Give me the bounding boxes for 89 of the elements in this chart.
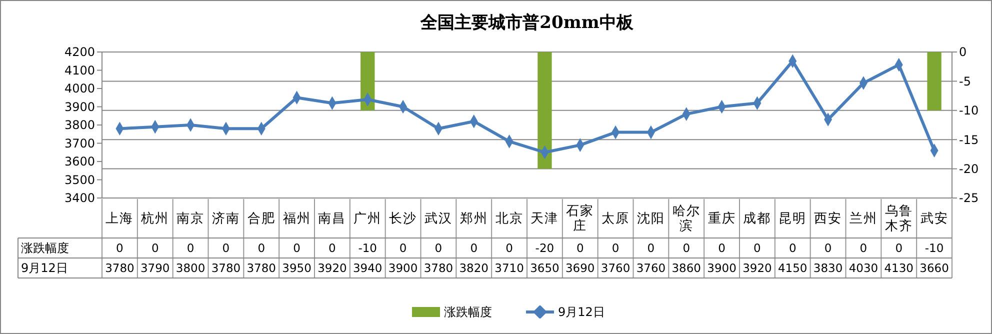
data-label: -20 xyxy=(535,241,554,256)
legend-label: 9月12日 xyxy=(558,305,605,320)
data-label: 0 xyxy=(116,241,124,256)
y-tick-label: 4200 xyxy=(64,45,95,60)
data-label: 4030 xyxy=(848,261,878,276)
x-tick-label: 广州 xyxy=(354,212,382,227)
data-label: 3780 xyxy=(246,261,276,276)
data-label: 3860 xyxy=(672,261,702,276)
y-tick-label: 3700 xyxy=(64,136,95,150)
y2-tick-label: -25 xyxy=(959,191,979,206)
y-tick-label: 3800 xyxy=(64,118,95,132)
y2-tick-label: -10 xyxy=(959,104,979,118)
x-tick-label: 福州 xyxy=(282,212,311,227)
data-label: 0 xyxy=(222,241,230,256)
data-label: 3950 xyxy=(282,261,312,276)
chart-title: 全国主要城市普20mm中板 xyxy=(420,12,634,33)
x-tick-label: 南昌 xyxy=(318,212,346,227)
x-tick-label: 哈尔滨 xyxy=(672,204,700,234)
data-label: 0 xyxy=(399,241,407,256)
x-tick-label: 天津 xyxy=(530,212,559,227)
data-label: 3780 xyxy=(105,261,134,276)
data-label: 3710 xyxy=(494,261,524,276)
y-tick-label: 4000 xyxy=(64,82,95,96)
data-label: 3780 xyxy=(211,261,241,276)
data-label: 0 xyxy=(506,241,513,256)
data-label: 3940 xyxy=(352,261,382,276)
data-label: 3690 xyxy=(565,261,595,276)
data-label: 0 xyxy=(293,241,300,256)
data-label: 0 xyxy=(647,241,655,256)
y-tick-label: 3900 xyxy=(64,100,95,114)
x-tick-label: 南京 xyxy=(176,212,205,227)
y2-tick-label: 0 xyxy=(959,45,967,60)
data-label: 0 xyxy=(186,241,194,256)
y-tick-label: 4100 xyxy=(64,63,95,78)
data-label: 0 xyxy=(718,241,726,256)
data-label: 3900 xyxy=(388,261,418,276)
x-tick-label: 重庆 xyxy=(708,212,736,227)
data-label: 3650 xyxy=(530,261,560,276)
x-tick-label: 杭州 xyxy=(140,212,170,227)
data-label: 0 xyxy=(682,241,690,256)
data-label: 0 xyxy=(895,241,903,256)
data-label: 3790 xyxy=(140,261,170,276)
data-label: 0 xyxy=(788,241,796,256)
x-tick-label: 郑州 xyxy=(460,212,488,227)
data-label: 3800 xyxy=(176,261,206,276)
x-tick-label: 长沙 xyxy=(389,212,418,227)
x-tick-label: 济南 xyxy=(212,212,240,227)
data-label: 0 xyxy=(258,241,266,256)
data-label: 3900 xyxy=(707,261,736,276)
data-label: -10 xyxy=(924,241,944,256)
y2-tick-label: -5 xyxy=(959,74,971,88)
data-label: 3780 xyxy=(424,261,454,276)
x-tick-label: 上海 xyxy=(106,212,134,227)
data-label: 0 xyxy=(754,241,761,256)
data-label: 0 xyxy=(860,241,868,256)
x-tick-label: 石家庄 xyxy=(566,203,594,234)
legend-label: 涨跌幅度 xyxy=(444,305,492,320)
data-label: 0 xyxy=(328,241,336,256)
y2-tick-label: -15 xyxy=(959,132,979,147)
data-label: 0 xyxy=(434,241,442,256)
y-tick-label: 3600 xyxy=(64,154,95,169)
data-label: 3760 xyxy=(600,261,630,276)
data-label: 3920 xyxy=(318,261,347,276)
data-label: 3830 xyxy=(813,261,843,276)
x-tick-label: 兰州 xyxy=(849,212,878,227)
x-tick-label: 成都 xyxy=(743,212,772,227)
x-tick-label: 北京 xyxy=(495,212,524,227)
y-tick-label: 3500 xyxy=(64,172,95,187)
x-tick-label: 武安 xyxy=(920,210,948,227)
data-label: 3820 xyxy=(459,261,489,276)
data-label: 4150 xyxy=(778,261,808,276)
data-label: 0 xyxy=(824,241,832,256)
data-label: 0 xyxy=(576,241,584,256)
x-tick-label: 乌鲁木齐 xyxy=(884,204,913,234)
data-label: 0 xyxy=(612,241,620,256)
data-label: 0 xyxy=(470,241,478,256)
x-tick-label: 沈阳 xyxy=(636,212,665,227)
x-tick-label: 合肥 xyxy=(247,212,276,227)
x-tick-label: 武汉 xyxy=(424,212,452,227)
data-label: 3660 xyxy=(920,261,949,276)
data-label: 3920 xyxy=(742,261,772,276)
x-tick-label: 太原 xyxy=(602,212,630,227)
data-label: -10 xyxy=(358,241,378,256)
data-label: 3760 xyxy=(636,261,666,276)
x-tick-label: 昆明 xyxy=(778,212,807,227)
y2-tick-label: -20 xyxy=(959,162,979,176)
data-label: 4130 xyxy=(884,261,914,276)
data-label: 0 xyxy=(151,241,159,256)
x-tick-label: 西安 xyxy=(814,210,842,227)
